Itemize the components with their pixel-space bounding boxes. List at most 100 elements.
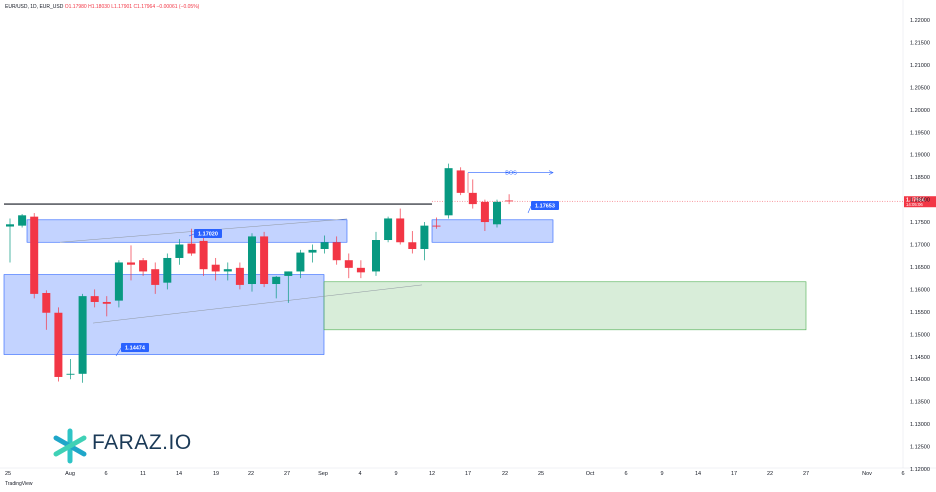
time-axis[interactable]: 25 Aug 6 11 14 19 22 27 Sep 4 9 12 17 22 25 Oct 6 9 14 17 22…: [5, 471, 905, 477]
price-tick-label: 1.20500: [910, 85, 930, 91]
plot-background: [0, 0, 903, 468]
bos-arrow-icon: [548, 170, 554, 175]
time-tick-label: 17: [465, 471, 471, 477]
trend-line-lower: [92, 284, 423, 324]
price-tick-label: 1.22000: [910, 18, 930, 24]
candle-body: [408, 242, 417, 249]
candle-body: [332, 242, 341, 261]
price-tick-label: 1.18000: [910, 198, 930, 204]
time-tick-label: 22: [502, 471, 508, 477]
tradingview-footer: TradingView: [5, 481, 33, 487]
candle-body: [505, 200, 514, 202]
candle-body: [248, 236, 256, 285]
candle-body: [372, 240, 380, 272]
last-price-value: 1.17964: [906, 198, 925, 204]
price-label-1-17020-pointer: [188, 233, 195, 237]
candle-body: [199, 240, 208, 270]
price-tick-label: 1.19500: [910, 130, 930, 136]
candle-body: [308, 249, 317, 253]
close-value: C1.17964: [133, 4, 156, 10]
price-tick-label: 1.19000: [910, 153, 930, 159]
price-tick-label: 1.13000: [910, 422, 930, 428]
candle-body: [102, 301, 111, 304]
time-tick-label: 9: [660, 471, 663, 477]
demand-zone: [26, 219, 348, 243]
candle-body: [30, 216, 39, 294]
candle-body: [356, 267, 365, 273]
time-tick-label: 6: [104, 471, 107, 477]
time-tick-label: 25: [538, 471, 544, 477]
price-tick-label: 1.12500: [910, 445, 930, 451]
candle-body: [384, 218, 393, 241]
price-label-1-17653-pointer: [527, 205, 532, 214]
time-tick-label: 11: [140, 471, 146, 477]
price-tick-label: 1.15000: [910, 332, 930, 338]
time-tick-label: Nov: [862, 471, 872, 477]
price-label-1-14474-pointer: [115, 347, 122, 357]
candle-body: [284, 271, 293, 276]
time-tick-label: 6: [624, 471, 627, 477]
last-price-time: 14:05:06: [906, 202, 923, 207]
candle-body: [127, 262, 135, 265]
price-tick-label: 1.14500: [910, 355, 930, 361]
candle-body: [320, 242, 329, 249]
price-tick-label: 1.21500: [910, 40, 930, 46]
price-label-1-17653-box: [531, 201, 559, 210]
candle-body: [444, 168, 453, 216]
time-tick-label: 27: [284, 471, 290, 477]
price-tick-label: 1.21000: [910, 63, 930, 69]
candle-body: [235, 267, 244, 285]
symbol-title: EUR/USD, 1D, EUR_USD: [5, 4, 64, 10]
price-axis[interactable]: 1.22000 1.21500 1.21000 1.20500 1.20000 1.195…: [910, 18, 930, 473]
candle-body: [456, 170, 465, 193]
candle-body: [420, 225, 429, 249]
time-tick-label: 4: [358, 471, 361, 477]
candles-layer: [6, 163, 514, 383]
candle-body: [139, 260, 148, 272]
candle-body: [66, 373, 75, 375]
time-tick-label: Oct: [586, 471, 595, 477]
price-label-1-14474: 1.14474: [125, 346, 146, 352]
price-tick-label: 1.14000: [910, 377, 930, 383]
candle-body: [18, 215, 27, 226]
candle-body: [493, 201, 501, 225]
price-label-1-17020: 1.17020: [198, 232, 218, 238]
open-value: O1.17980: [64, 4, 87, 10]
low-value: L1.17901: [111, 4, 133, 10]
price-label-1-17653: 1.17653: [535, 204, 555, 210]
price-tick-label: 1.18500: [910, 175, 930, 181]
logo-text: FARAZ.IO: [92, 431, 192, 454]
candle-body: [211, 264, 220, 272]
time-tick-label: 19: [213, 471, 219, 477]
candle-body: [468, 192, 477, 205]
candle-body: [187, 243, 196, 254]
price-tick-label: 1.20000: [910, 108, 930, 114]
time-tick-label: Sep: [318, 471, 328, 477]
price-tick-label: 1.17000: [910, 243, 930, 249]
faraz-logo-icon: [53, 428, 87, 464]
time-tick-label: 25: [5, 471, 11, 477]
candle-body: [42, 292, 51, 313]
bos-label: BOS: [505, 171, 517, 177]
candle-body: [344, 260, 353, 268]
candle-body: [114, 262, 123, 301]
candle-body: [163, 257, 172, 283]
candle-body: [90, 296, 99, 302]
candle-body: [175, 244, 184, 258]
support-zone: [323, 281, 807, 331]
time-tick-label: 12: [429, 471, 435, 477]
time-tick-label: 27: [803, 471, 809, 477]
candle-body: [151, 269, 160, 285]
candle-body: [480, 201, 489, 223]
high-value: H1.18030: [88, 4, 110, 10]
symbol-header: EUR/USD, 1D, EUR_USD O1.17980 H1.18030 L…: [5, 4, 199, 10]
candle-body: [272, 276, 281, 285]
time-tick-label: 17: [731, 471, 737, 477]
candle-body: [396, 218, 405, 243]
price-tick-label: 1.13500: [910, 400, 930, 406]
price-label-1-17020-box: [194, 229, 222, 238]
candle-body: [78, 296, 87, 374]
last-price-tag-box: [904, 196, 936, 208]
